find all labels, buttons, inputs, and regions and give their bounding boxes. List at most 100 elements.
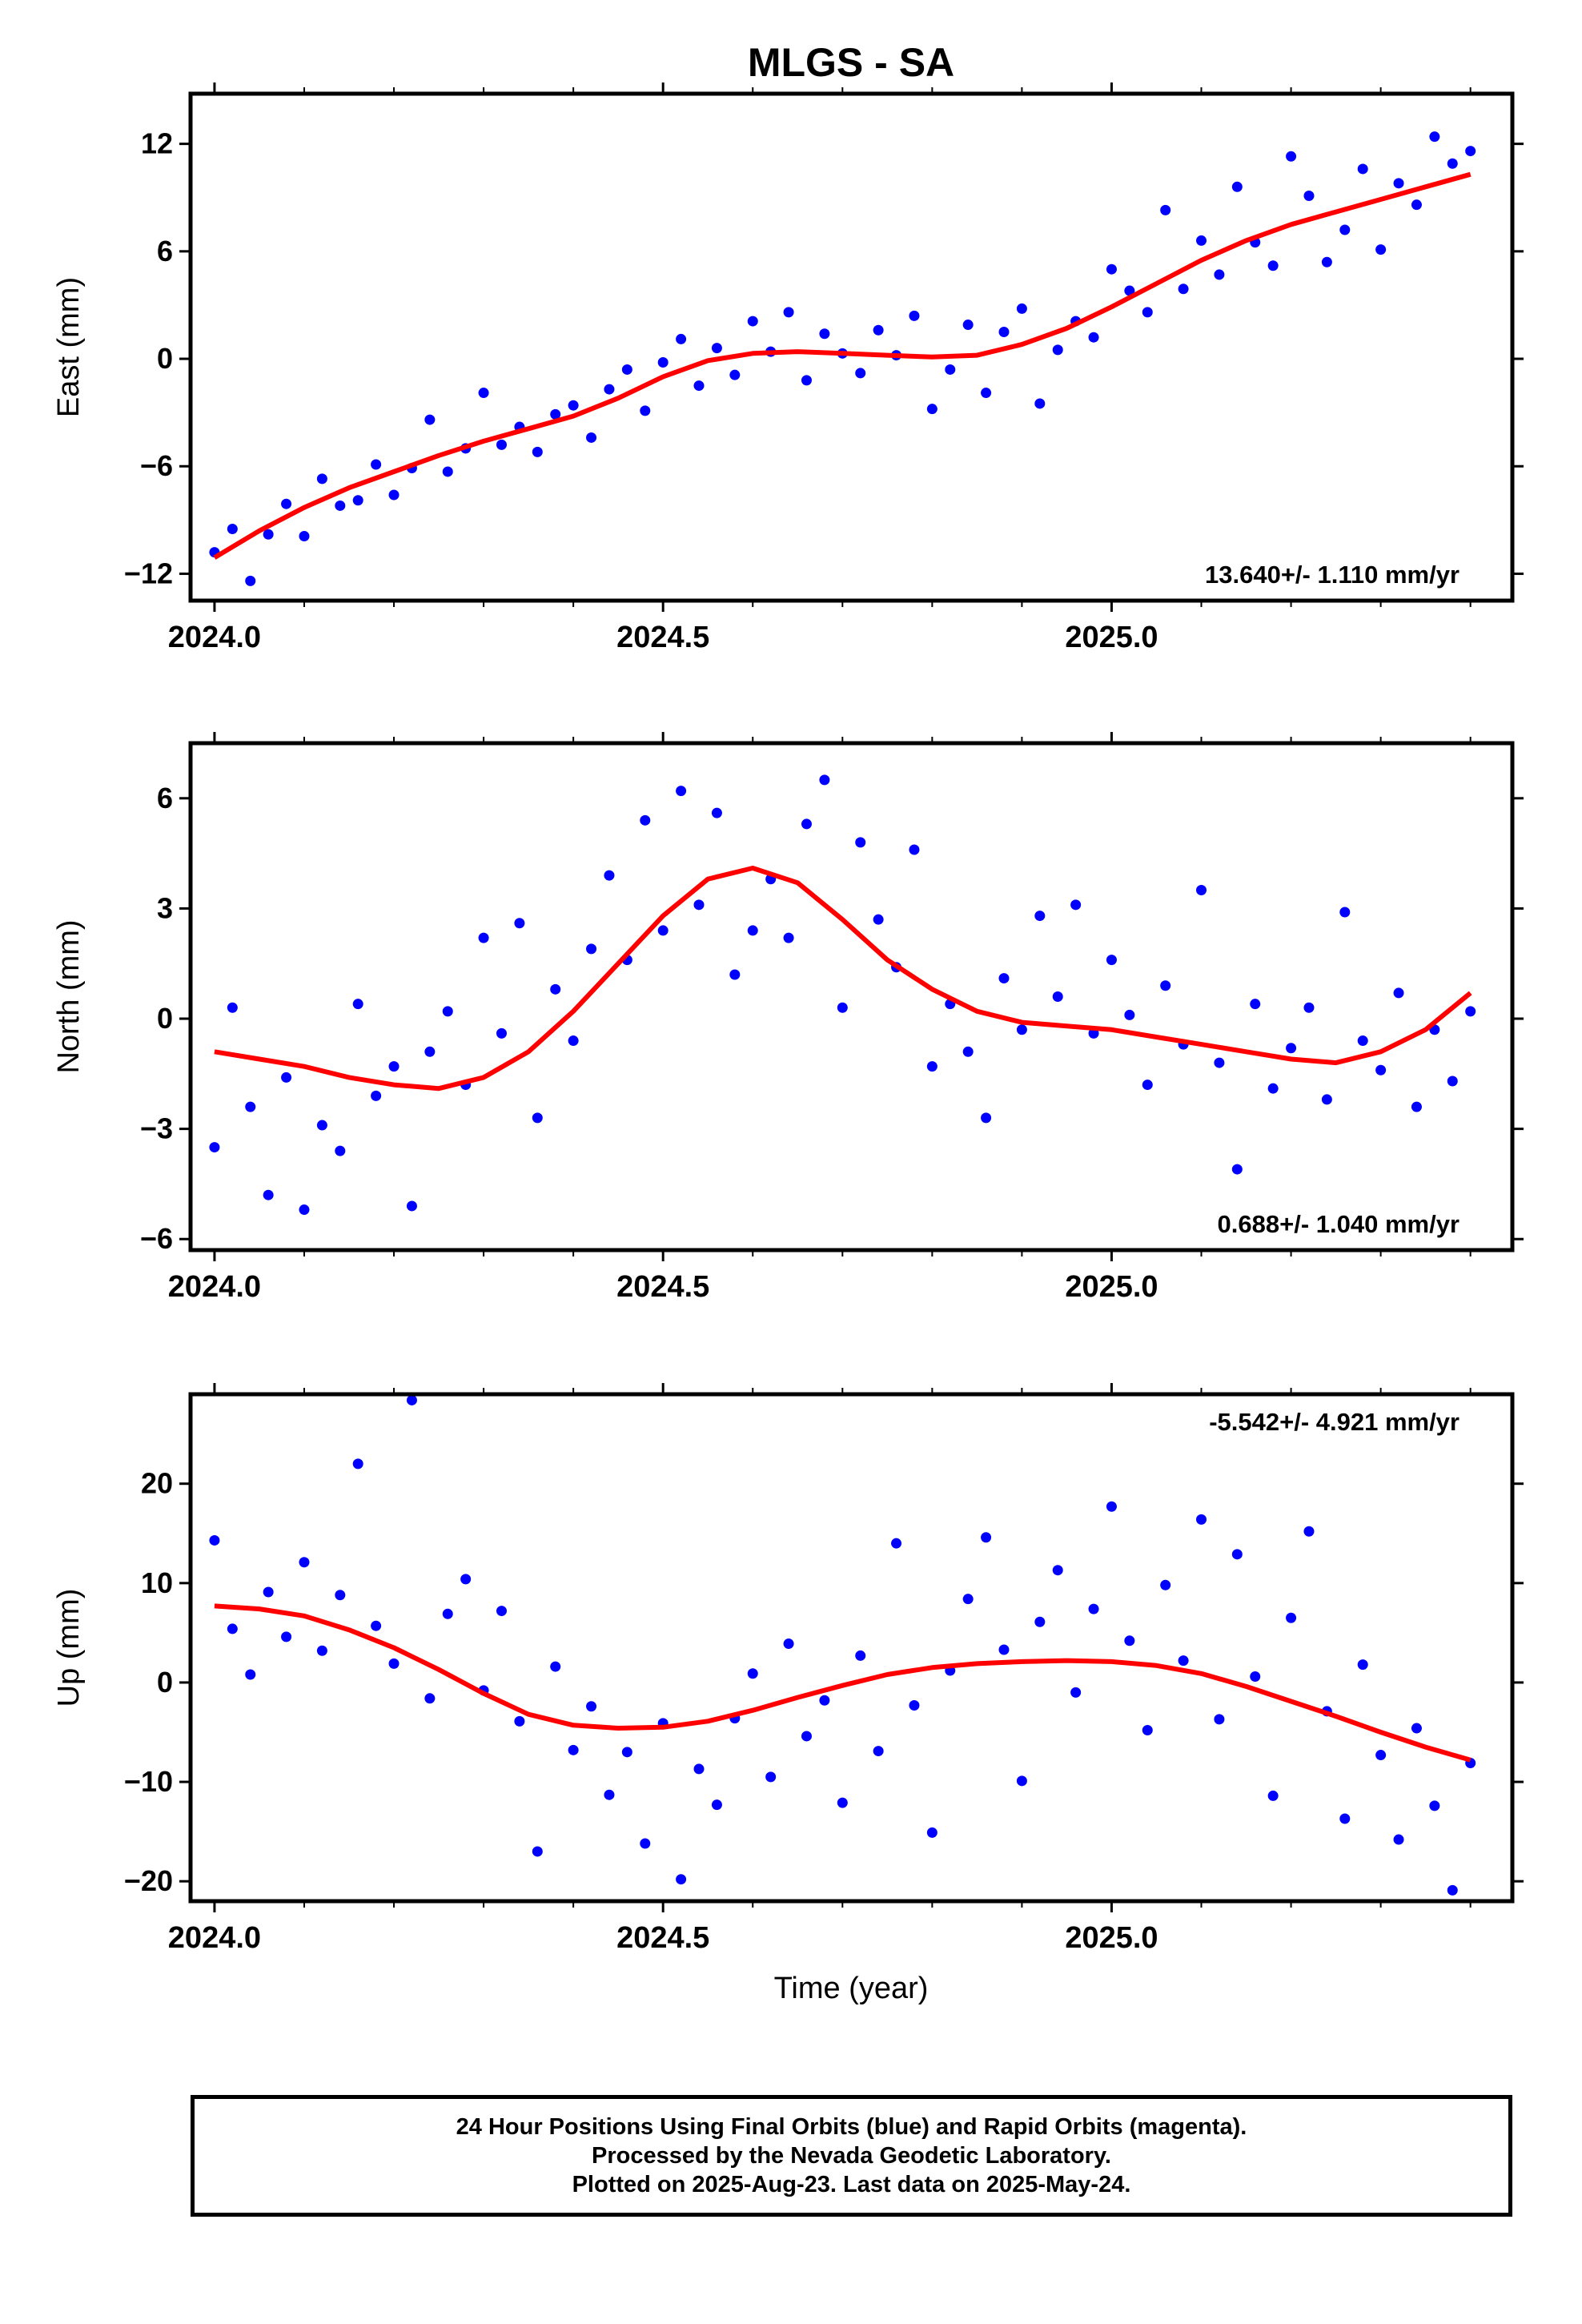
north-data-point	[371, 1090, 382, 1101]
north-data-point	[640, 814, 651, 826]
up-data-point	[1196, 1514, 1207, 1525]
north-data-point	[1465, 1006, 1476, 1017]
up-y-axis-label: Up (mm)	[52, 1589, 86, 1707]
up-data-point	[711, 1799, 722, 1811]
east-data-point	[1196, 235, 1207, 246]
up-data-point	[442, 1608, 453, 1619]
north-data-point	[1250, 999, 1261, 1010]
up-data-point	[819, 1695, 830, 1706]
east-data-point	[1465, 146, 1476, 157]
up-data-point	[1429, 1800, 1440, 1811]
up-data-point	[532, 1846, 543, 1857]
north-data-point	[1321, 1094, 1332, 1105]
up-data-point	[1178, 1655, 1189, 1667]
north-data-point	[316, 1120, 327, 1131]
up-data-point	[406, 1394, 417, 1405]
up-data-point	[1052, 1565, 1063, 1576]
up-data-point	[801, 1731, 812, 1742]
up-data-point	[783, 1638, 794, 1650]
east-fit-line	[213, 171, 1472, 560]
up-data-point	[1267, 1790, 1279, 1801]
up-data-point	[1016, 1775, 1027, 1787]
north-fit-line	[214, 866, 1472, 1092]
up-data-point	[1088, 1603, 1099, 1614]
north-data-point	[1286, 1043, 1297, 1054]
footer-line-2: Processed by the Nevada Geodetic Laborat…	[592, 2143, 1111, 2169]
plot-title: MLGS - SA	[748, 40, 954, 85]
up-data-point	[604, 1789, 615, 1800]
up-data-point	[1214, 1714, 1225, 1725]
up-data-point	[640, 1838, 651, 1849]
up-data-point	[981, 1532, 992, 1543]
north-data-point	[1393, 987, 1404, 999]
north-data-point	[532, 1112, 543, 1124]
up-data-point	[496, 1606, 507, 1617]
east-data-point	[335, 500, 346, 511]
up-data-point	[998, 1644, 1010, 1655]
east-data-point	[801, 375, 812, 386]
east-data-point	[550, 408, 561, 420]
north-data-point	[711, 807, 722, 818]
north-data-point	[1034, 911, 1046, 922]
up-data-point	[855, 1650, 866, 1661]
up-panel: −20 −10 0 10 20 2024.0 2024.5 2025.0 Up (mm) -5.5…	[52, 1383, 1524, 1955]
up-data-point	[1393, 1834, 1404, 1845]
north-data-point	[998, 973, 1010, 984]
east-data-point	[1411, 199, 1422, 211]
east-data-point	[1357, 163, 1368, 175]
east-data-point	[855, 368, 866, 379]
up-ytick-label: 10	[141, 1566, 173, 1599]
north-data-point	[496, 1027, 507, 1039]
east-data-point	[711, 343, 722, 354]
east-data-point	[1339, 224, 1351, 235]
up-data-point	[281, 1631, 292, 1642]
up-data-point	[837, 1797, 848, 1808]
north-data-point	[981, 1112, 992, 1124]
north-data-point	[1447, 1076, 1458, 1087]
north-data-point	[263, 1189, 274, 1200]
east-panel: −12 −6 0 6 12 2024.0 2024.5 2025.0 East (mm) 13.6…	[52, 82, 1524, 654]
east-data-point	[1303, 190, 1315, 201]
up-data-point	[245, 1669, 256, 1680]
up-data-point	[1034, 1616, 1046, 1627]
east-xtick-label: 2024.0	[168, 621, 261, 654]
footer-line-1: 24 Hour Positions Using Final Orbits (bl…	[456, 2114, 1247, 2140]
up-data-point	[371, 1620, 382, 1631]
north-xtick-label: 2024.0	[168, 1270, 261, 1304]
up-data-point	[1124, 1635, 1135, 1647]
up-ytick-label: −10	[124, 1765, 173, 1798]
up-data-point	[460, 1574, 472, 1585]
east-data-point	[263, 529, 274, 540]
east-ytick-label: −12	[124, 557, 173, 589]
north-data-point	[209, 1142, 220, 1153]
east-data-point	[1231, 181, 1243, 192]
up-xtick-label: 2025.0	[1065, 1921, 1158, 1955]
east-data-point	[1447, 158, 1458, 169]
up-data-point	[1357, 1659, 1368, 1671]
north-data-point	[1267, 1083, 1279, 1094]
up-data-point	[962, 1594, 974, 1605]
x-axis-label: Time (year)	[774, 1972, 929, 2005]
up-data-point	[1339, 1813, 1351, 1824]
up-xtick-label: 2024.0	[168, 1921, 261, 1955]
north-data-point	[747, 925, 758, 936]
north-xtick-label: 2024.5	[616, 1270, 709, 1304]
up-data-point	[676, 1874, 687, 1885]
east-data-point	[1178, 283, 1189, 295]
north-data-point	[335, 1145, 346, 1156]
north-data-point	[514, 918, 525, 929]
north-ytick-label: −3	[140, 1112, 173, 1145]
north-data-point	[1196, 884, 1207, 895]
north-data-point	[729, 969, 741, 980]
east-ytick-label: −6	[140, 449, 173, 482]
up-data-point	[1303, 1526, 1315, 1537]
up-data-point	[568, 1744, 579, 1755]
up-data-point	[1250, 1671, 1261, 1682]
east-plot-frame	[188, 91, 1515, 603]
north-data-point	[819, 774, 830, 786]
north-data-point	[962, 1046, 974, 1057]
north-data-point	[281, 1072, 292, 1083]
north-data-point	[1142, 1080, 1153, 1091]
up-data-point	[1106, 1501, 1117, 1512]
east-data-point	[621, 364, 632, 375]
